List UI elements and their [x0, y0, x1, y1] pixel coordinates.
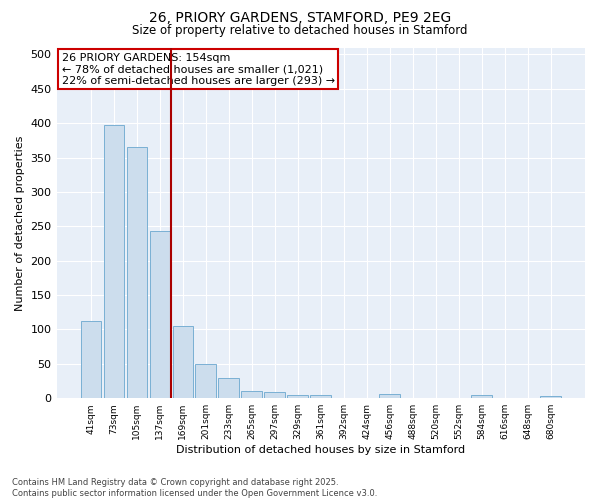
Text: 26, PRIORY GARDENS, STAMFORD, PE9 2EG: 26, PRIORY GARDENS, STAMFORD, PE9 2EG — [149, 11, 451, 25]
Bar — [540, 396, 561, 398]
Bar — [379, 394, 400, 398]
Bar — [173, 326, 193, 398]
Bar — [149, 231, 170, 398]
Bar — [104, 125, 124, 398]
Bar — [265, 392, 285, 398]
Y-axis label: Number of detached properties: Number of detached properties — [15, 135, 25, 310]
Bar — [196, 364, 216, 398]
Text: Size of property relative to detached houses in Stamford: Size of property relative to detached ho… — [132, 24, 468, 37]
Bar — [80, 320, 101, 398]
Text: 26 PRIORY GARDENS: 154sqm
← 78% of detached houses are smaller (1,021)
22% of se: 26 PRIORY GARDENS: 154sqm ← 78% of detac… — [62, 53, 335, 86]
Bar — [310, 395, 331, 398]
X-axis label: Distribution of detached houses by size in Stamford: Distribution of detached houses by size … — [176, 445, 466, 455]
Bar — [287, 395, 308, 398]
Bar — [127, 147, 147, 398]
Bar — [218, 378, 239, 398]
Text: Contains HM Land Registry data © Crown copyright and database right 2025.
Contai: Contains HM Land Registry data © Crown c… — [12, 478, 377, 498]
Bar — [241, 392, 262, 398]
Bar — [472, 396, 492, 398]
